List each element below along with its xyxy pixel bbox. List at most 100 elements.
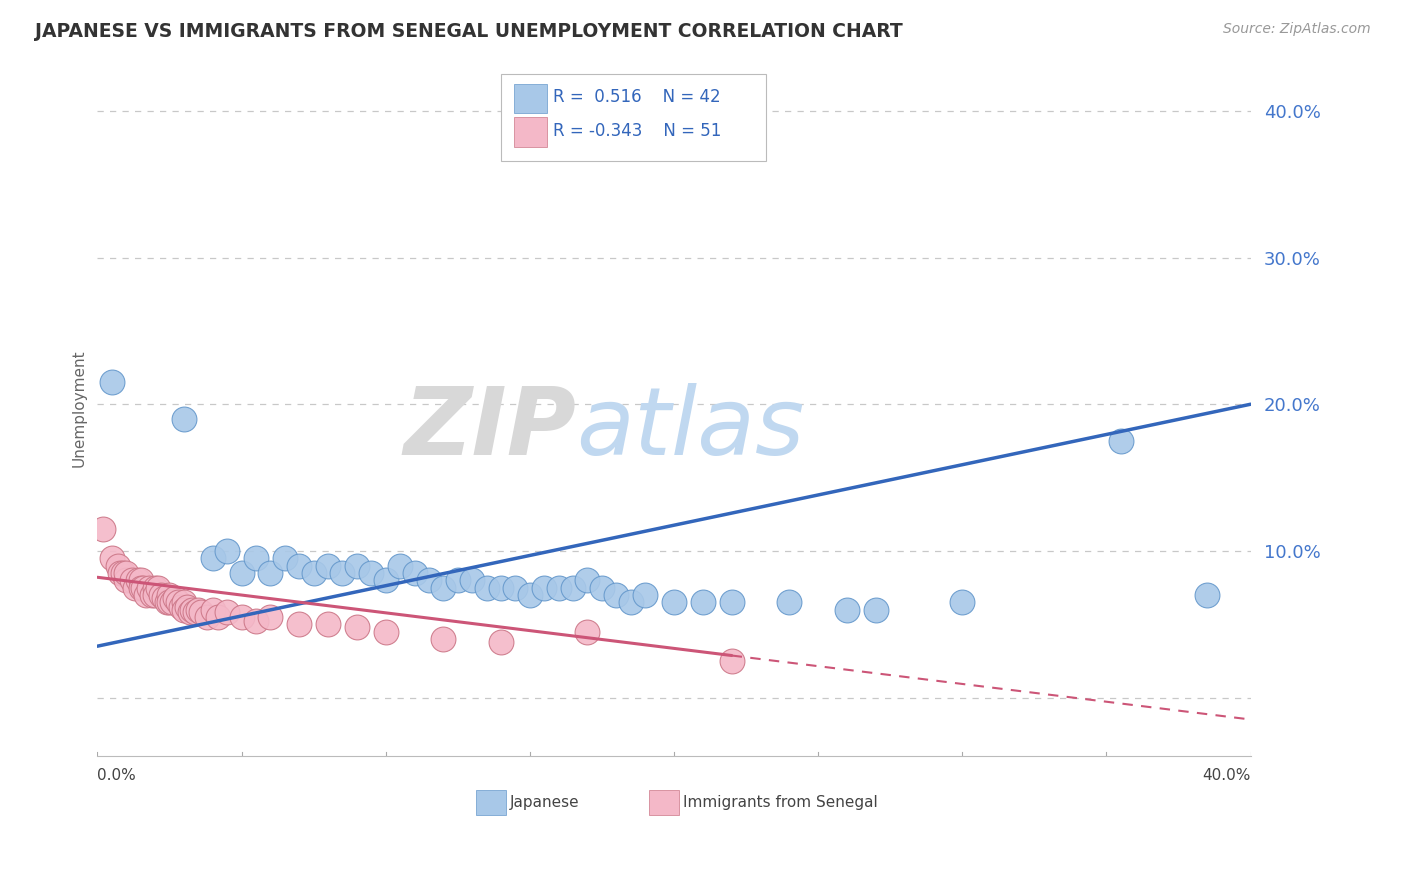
Text: 0.0%: 0.0% xyxy=(97,768,136,783)
Point xyxy=(346,558,368,573)
Text: Immigrants from Senegal: Immigrants from Senegal xyxy=(683,796,877,810)
Point xyxy=(374,573,396,587)
FancyBboxPatch shape xyxy=(513,118,547,146)
Point xyxy=(259,610,281,624)
Point xyxy=(143,588,166,602)
Point xyxy=(173,595,195,609)
Point xyxy=(605,588,627,602)
Point xyxy=(135,588,157,602)
Point xyxy=(159,595,181,609)
Text: R = -0.343    N = 51: R = -0.343 N = 51 xyxy=(553,122,721,140)
Point xyxy=(110,566,132,580)
Point xyxy=(865,602,887,616)
Point xyxy=(165,591,187,605)
Text: atlas: atlas xyxy=(576,384,804,475)
Point xyxy=(505,581,527,595)
Point xyxy=(190,606,212,620)
Point xyxy=(100,551,122,566)
Point xyxy=(170,599,193,614)
Point xyxy=(129,573,152,587)
Text: JAPANESE VS IMMIGRANTS FROM SENEGAL UNEMPLOYMENT CORRELATION CHART: JAPANESE VS IMMIGRANTS FROM SENEGAL UNEM… xyxy=(35,22,903,41)
Point xyxy=(302,566,325,580)
Point xyxy=(107,558,129,573)
Point xyxy=(576,573,599,587)
Point xyxy=(418,573,440,587)
Point xyxy=(121,573,143,587)
Point xyxy=(207,610,229,624)
Point xyxy=(547,581,569,595)
Point xyxy=(692,595,714,609)
Point xyxy=(620,595,643,609)
Text: 40.0%: 40.0% xyxy=(1202,768,1250,783)
Point xyxy=(143,581,166,595)
Point xyxy=(288,558,311,573)
Point xyxy=(519,588,541,602)
Point xyxy=(562,581,585,595)
Point xyxy=(115,566,138,580)
Point xyxy=(447,573,470,587)
FancyBboxPatch shape xyxy=(648,790,679,815)
Point xyxy=(461,573,484,587)
Point xyxy=(176,599,198,614)
Point xyxy=(634,588,657,602)
Point xyxy=(201,551,224,566)
Point xyxy=(146,581,169,595)
Point xyxy=(231,566,253,580)
Point xyxy=(1109,434,1132,448)
Point xyxy=(432,632,454,646)
Point xyxy=(184,606,207,620)
Point xyxy=(259,566,281,580)
Point xyxy=(149,588,172,602)
Point xyxy=(720,595,742,609)
Point xyxy=(404,566,426,580)
Point xyxy=(346,620,368,634)
Point xyxy=(778,595,800,609)
Point xyxy=(129,581,152,595)
Point xyxy=(155,595,177,609)
Point xyxy=(187,602,209,616)
Point xyxy=(152,591,174,605)
Text: R =  0.516    N = 42: R = 0.516 N = 42 xyxy=(553,87,720,105)
Point xyxy=(167,595,190,609)
Point xyxy=(360,566,382,580)
Point xyxy=(124,581,146,595)
Point xyxy=(100,376,122,390)
Y-axis label: Unemployment: Unemployment xyxy=(72,349,86,467)
Point xyxy=(950,595,973,609)
Point xyxy=(374,624,396,639)
Point xyxy=(179,606,201,620)
Point xyxy=(181,602,204,616)
Text: Source: ZipAtlas.com: Source: ZipAtlas.com xyxy=(1223,22,1371,37)
Point xyxy=(835,602,858,616)
Point xyxy=(127,573,149,587)
Point xyxy=(173,602,195,616)
Point xyxy=(475,581,498,595)
Point xyxy=(138,581,160,595)
Point xyxy=(316,617,339,632)
Point xyxy=(288,617,311,632)
Point xyxy=(576,624,599,639)
Point xyxy=(1197,588,1219,602)
Text: Japanese: Japanese xyxy=(510,796,579,810)
Point xyxy=(195,610,218,624)
Point xyxy=(115,573,138,587)
Point xyxy=(533,581,555,595)
Point xyxy=(720,654,742,668)
Point xyxy=(112,566,135,580)
Point xyxy=(489,634,512,648)
Point xyxy=(132,581,155,595)
Point xyxy=(217,544,239,558)
Point xyxy=(245,551,267,566)
Point xyxy=(591,581,613,595)
Point xyxy=(662,595,685,609)
Point xyxy=(316,558,339,573)
Point xyxy=(245,614,267,628)
Point xyxy=(332,566,354,580)
Point xyxy=(432,581,454,595)
Point xyxy=(201,602,224,616)
Point xyxy=(389,558,412,573)
Point xyxy=(91,522,114,536)
Point xyxy=(141,588,163,602)
FancyBboxPatch shape xyxy=(475,790,506,815)
Point xyxy=(217,606,239,620)
